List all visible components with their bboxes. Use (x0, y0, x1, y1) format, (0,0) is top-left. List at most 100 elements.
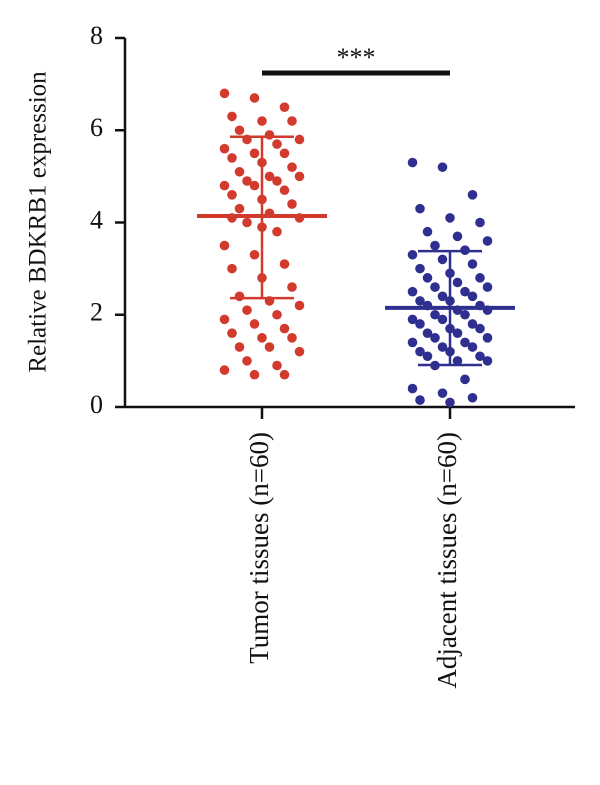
data-point (279, 259, 290, 269)
data-point (452, 328, 463, 339)
data-point (445, 213, 455, 223)
data-point (460, 286, 470, 297)
data-point (234, 291, 245, 302)
data-point (482, 333, 493, 343)
data-point (242, 217, 252, 228)
data-point (437, 388, 448, 398)
data-point (467, 259, 478, 269)
data-point (272, 309, 282, 320)
data-point (467, 291, 478, 302)
data-point (294, 171, 305, 182)
data-point (242, 305, 252, 315)
data-point (234, 342, 245, 352)
y-tick-label: 6 (90, 113, 103, 142)
data-point (294, 300, 305, 311)
data-point (452, 231, 463, 242)
data-point (422, 328, 433, 339)
data-point (227, 328, 237, 339)
data-point (467, 342, 478, 352)
data-point (452, 277, 463, 288)
data-point (279, 102, 290, 112)
data-point (219, 143, 230, 154)
data-point (272, 139, 282, 149)
data-point (407, 337, 418, 348)
x-tick-label: Tumor tissues (n=60) (244, 432, 274, 664)
data-point (234, 166, 245, 177)
data-point (407, 314, 418, 325)
data-point (219, 314, 230, 325)
data-point (234, 203, 245, 214)
data-point (249, 249, 260, 260)
data-point (219, 365, 230, 375)
data-point (257, 116, 267, 126)
y-tick-label: 0 (90, 390, 103, 419)
data-point (430, 309, 440, 320)
data-point (475, 217, 485, 228)
data-point (415, 319, 425, 329)
data-point (264, 171, 275, 182)
data-point (249, 369, 260, 380)
x-tick-label: Adjacent tissues (n=60) (432, 432, 462, 689)
data-point (279, 148, 290, 159)
data-point (482, 282, 493, 292)
data-point (287, 199, 297, 209)
data-point (294, 346, 305, 357)
data-point (445, 397, 455, 408)
data-point (482, 356, 493, 366)
data-point (294, 134, 305, 145)
data-point (272, 226, 282, 237)
data-point (257, 333, 267, 343)
data-point (219, 180, 230, 191)
data-point (437, 342, 448, 352)
data-point (287, 282, 297, 292)
data-point (264, 130, 275, 140)
data-point (227, 190, 237, 200)
data-point (407, 383, 418, 394)
data-point (422, 351, 433, 362)
data-point (437, 254, 448, 265)
data-point (242, 176, 252, 186)
data-point (249, 93, 260, 103)
y-tick-label: 8 (90, 21, 103, 50)
data-point (437, 162, 448, 172)
data-point (430, 240, 440, 251)
data-point (452, 356, 463, 366)
data-point (249, 148, 260, 159)
significance-label: *** (337, 43, 376, 72)
data-point (475, 273, 485, 283)
data-point (242, 356, 252, 366)
data-point (227, 153, 237, 163)
data-point (272, 176, 282, 186)
data-point (287, 333, 297, 343)
data-point (219, 88, 230, 99)
data-point (430, 333, 440, 343)
data-point (227, 111, 237, 122)
data-point (437, 314, 448, 325)
y-tick-label: 2 (90, 298, 103, 327)
data-point (407, 286, 418, 297)
y-tick-label: 4 (90, 205, 103, 234)
data-point (467, 392, 478, 403)
y-axis-label: Relative BDKRB1 expression (25, 71, 52, 373)
data-point (249, 180, 260, 191)
data-point (234, 125, 245, 136)
data-point (437, 291, 448, 302)
data-point (264, 342, 275, 352)
data-point (430, 282, 440, 292)
data-point (422, 226, 433, 237)
data-point (415, 296, 425, 306)
data-point (475, 323, 485, 334)
data-point (467, 190, 478, 200)
data-point (249, 319, 260, 329)
data-point (287, 162, 297, 172)
data-point (422, 273, 433, 283)
data-point (460, 374, 470, 385)
data-point (415, 395, 425, 405)
data-point (279, 323, 290, 334)
data-point (415, 346, 425, 357)
data-point (272, 360, 282, 371)
data-point (279, 369, 290, 380)
data-point (482, 236, 493, 246)
data-point (407, 157, 418, 168)
